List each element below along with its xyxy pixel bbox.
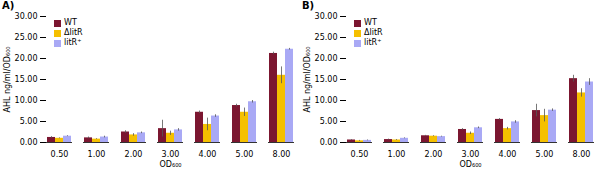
svg-text:OD₆₀₀: OD₆₀₀ — [459, 160, 481, 169]
svg-text:5.00: 5.00 — [20, 117, 38, 126]
svg-text:0.50: 0.50 — [351, 150, 369, 159]
html-text:WT: WT — [364, 18, 377, 27]
svg-text:2.00: 2.00 — [425, 150, 443, 159]
svg-text:15.00: 15.00 — [15, 75, 38, 84]
svg-text:5.00: 5.00 — [536, 150, 554, 159]
svg-text:8.00: 8.00 — [573, 150, 591, 159]
html-text:B): B) — [302, 0, 315, 11]
html-text:ΔlitR: ΔlitR — [364, 28, 383, 37]
svg-text:4.00: 4.00 — [499, 150, 517, 159]
svg-text:25.00: 25.00 — [15, 33, 38, 42]
svg-text:1.00: 1.00 — [88, 150, 106, 159]
svg-text:15.00: 15.00 — [315, 75, 338, 84]
html-text:A): A) — [2, 0, 15, 11]
svg-text:4.00: 4.00 — [199, 150, 217, 159]
svg-text:3.00: 3.00 — [462, 150, 480, 159]
svg-text:2.00: 2.00 — [125, 150, 143, 159]
svg-text:1.00: 1.00 — [388, 150, 406, 159]
svg-text:5.00: 5.00 — [236, 150, 254, 159]
svg-text:3.00: 3.00 — [162, 150, 180, 159]
html-text:ΔlitR: ΔlitR — [64, 28, 83, 37]
html-text:litR⁺: litR⁺ — [64, 38, 82, 47]
svg-text:30.00: 30.00 — [315, 12, 338, 21]
html-text:WT: WT — [64, 18, 77, 27]
svg-text:0.50: 0.50 — [51, 150, 69, 159]
svg-text:20.00: 20.00 — [315, 54, 338, 63]
svg-text:AHL ng/ml/OD₆₀₀: AHL ng/ml/OD₆₀₀ — [303, 46, 312, 112]
svg-text:10.00: 10.00 — [15, 96, 38, 105]
svg-text:5.00: 5.00 — [320, 117, 338, 126]
svg-text:AHL ng/ml/OD₆₀₀: AHL ng/ml/OD₆₀₀ — [3, 46, 12, 112]
svg-text:30.00: 30.00 — [15, 12, 38, 21]
svg-text:20.00: 20.00 — [15, 54, 38, 63]
svg-text:25.00: 25.00 — [315, 33, 338, 42]
svg-text:0.00: 0.00 — [20, 138, 38, 147]
svg-text:10.00: 10.00 — [315, 96, 338, 105]
svg-text:8.00: 8.00 — [273, 150, 291, 159]
svg-text:0.00: 0.00 — [320, 138, 338, 147]
html-text:litR⁺: litR⁺ — [364, 38, 382, 47]
svg-text:OD₆₀₀: OD₆₀₀ — [159, 160, 181, 169]
